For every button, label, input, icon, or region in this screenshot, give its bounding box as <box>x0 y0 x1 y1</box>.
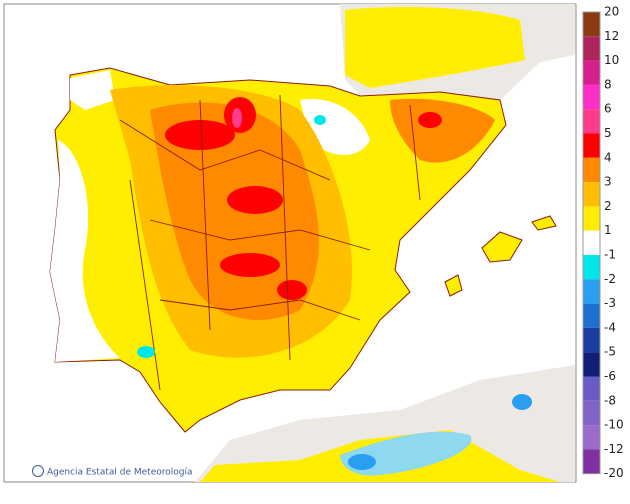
legend-swatch <box>583 352 600 377</box>
cold-spot <box>512 394 532 410</box>
legend-swatch <box>583 12 600 37</box>
legend-label: -20 <box>604 466 624 480</box>
france-anomaly <box>345 7 525 88</box>
province-borders <box>119 94 421 391</box>
hot-area <box>390 98 495 163</box>
legend-label: -8 <box>604 393 616 407</box>
legend-swatch <box>583 84 600 110</box>
legend-label: 12 <box>604 29 619 43</box>
legend-label: 8 <box>604 77 612 91</box>
cold-spot <box>348 454 376 470</box>
legend-swatch <box>583 327 600 353</box>
legend-swatch <box>583 230 600 255</box>
legend-label: 4 <box>604 150 612 164</box>
legend-swatch <box>583 376 600 401</box>
legend-label: 1 <box>604 223 612 237</box>
credit-icon <box>32 465 44 477</box>
legend-frame <box>582 11 601 475</box>
cold-spot <box>137 346 155 358</box>
legend-swatch <box>583 255 600 280</box>
very-hot <box>220 253 280 277</box>
galicia <box>70 70 115 110</box>
legend: 20 12 10 8 6 5 4 3 2 1 -1 -2 -3 -4 -5 -6 -8 -10 -12 -20 <box>582 5 624 480</box>
legend-swatch <box>583 449 600 474</box>
legend-label: 2 <box>604 199 612 213</box>
legend-label: 6 <box>604 102 612 116</box>
legend-swatch <box>583 109 600 134</box>
legend-swatch <box>583 400 600 426</box>
map: Agencia Estatal de Meteorología <box>3 3 577 483</box>
legend-swatch <box>583 279 600 304</box>
legend-label: -12 <box>604 442 624 456</box>
menorca <box>531 215 557 231</box>
portugal-coast <box>50 140 120 362</box>
legend-swatch <box>583 206 600 231</box>
legend-swatch <box>583 36 600 61</box>
legend-label: -6 <box>604 369 616 383</box>
legend-label: -2 <box>604 272 616 286</box>
ibiza <box>444 274 463 297</box>
legend-label: -1 <box>604 248 616 262</box>
mallorca <box>481 231 523 263</box>
legend-label: -4 <box>604 320 616 334</box>
very-hot <box>165 120 235 150</box>
legend-label: -5 <box>604 345 616 359</box>
legend-swatch <box>583 182 600 207</box>
legend-swatch <box>583 60 600 85</box>
legend-swatch <box>583 157 600 183</box>
legend-label: 5 <box>604 126 612 140</box>
credit: Agencia Estatal de Meteorología <box>47 468 193 478</box>
legend-label: 10 <box>604 53 619 67</box>
extreme <box>232 108 242 128</box>
legend-swatch <box>583 303 600 328</box>
cold-spot <box>314 115 326 125</box>
legend-label: -3 <box>604 296 616 310</box>
legend-label: 20 <box>604 5 619 19</box>
legend-label: 3 <box>604 175 612 189</box>
legend-swatch <box>583 133 600 158</box>
very-hot <box>227 186 283 214</box>
very-hot <box>277 280 307 300</box>
very-hot <box>418 112 442 128</box>
legend-swatch <box>583 425 600 450</box>
legend-label: -10 <box>604 418 624 432</box>
